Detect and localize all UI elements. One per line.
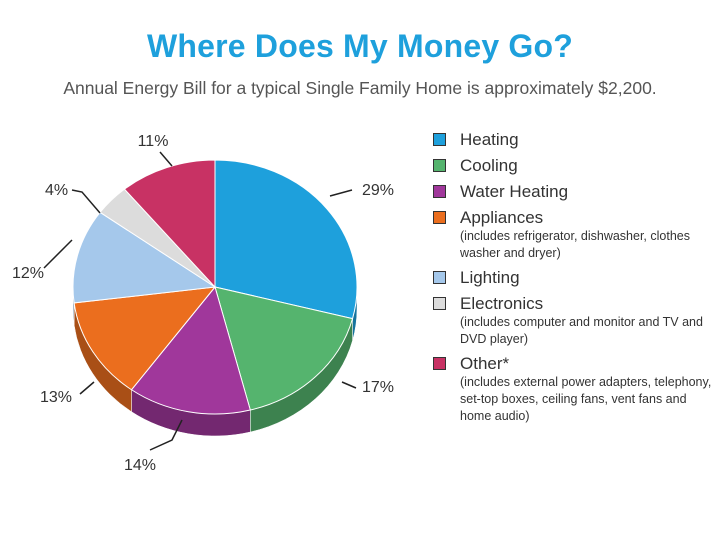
leader-line — [79, 381, 95, 395]
legend-item-electronics: Electronics (includes computer and monito… — [433, 294, 718, 348]
pie-slice-lighting — [72, 211, 217, 304]
legend-note: (includes computer and monitor and TV an… — [460, 315, 703, 346]
pie-slice-other — [123, 159, 216, 289]
legend-swatch — [433, 185, 446, 198]
legend-label: Heating — [460, 130, 519, 149]
legend-swatch — [433, 133, 446, 146]
legend-note: (includes external power adapters, telep… — [460, 375, 712, 423]
legend-swatch — [433, 297, 446, 310]
chart-subtitle: Annual Energy Bill for a typical Single … — [63, 78, 657, 98]
leader-line — [71, 189, 101, 214]
data-label: 4% — [45, 182, 68, 199]
legend-swatch — [433, 211, 446, 224]
leader-line — [149, 419, 183, 451]
legend-item-other: Other* (includes external power adapters,… — [433, 354, 718, 425]
legend-label: Cooling — [460, 156, 518, 175]
pie-labels: 29% 17% 14% 13% 12% 4% 11% — [12, 133, 394, 474]
legend-label: Water Heating — [460, 182, 569, 201]
pie-chart: 29% 17% 14% 13% 12% 4% 11% — [12, 133, 394, 474]
legend-item-heating: Heating — [433, 130, 718, 150]
data-label: 12% — [12, 265, 44, 282]
data-label: 11% — [138, 133, 169, 150]
pie-slice-appliances — [73, 286, 217, 391]
legend-label: Electronics — [460, 294, 544, 313]
legend-label: Other* — [460, 354, 510, 373]
leader-line — [329, 189, 353, 197]
pie-slice-water-heating — [130, 285, 251, 415]
pie-slice-heating — [214, 159, 358, 320]
legend-note: (includes refrigerator, dishwasher, clot… — [460, 229, 690, 260]
data-label: 14% — [124, 457, 156, 474]
chart-title: Where Does My Money Go? — [147, 28, 573, 64]
legend-item-lighting: Lighting — [433, 268, 718, 288]
legend-item-cooling: Cooling — [433, 156, 718, 176]
data-label: 13% — [40, 389, 72, 406]
data-label: 29% — [362, 182, 394, 199]
pie-slice-cooling — [214, 286, 354, 411]
leader-line — [43, 239, 73, 269]
legend: Heating Cooling Water Heating Appliances (in… — [433, 130, 718, 431]
legend-swatch — [433, 271, 446, 284]
legend-swatch — [433, 357, 446, 370]
leader-line — [341, 381, 357, 389]
leader-line — [159, 151, 173, 167]
legend-item-appliances: Appliances (includes refrigerator, dishwa… — [433, 208, 718, 262]
legend-label: Lighting — [460, 268, 520, 287]
legend-swatch — [433, 159, 446, 172]
data-label: 17% — [362, 379, 394, 396]
legend-label: Appliances — [460, 208, 544, 227]
pie-slices — [72, 159, 358, 415]
legend-item-water-heating: Water Heating — [433, 182, 718, 202]
